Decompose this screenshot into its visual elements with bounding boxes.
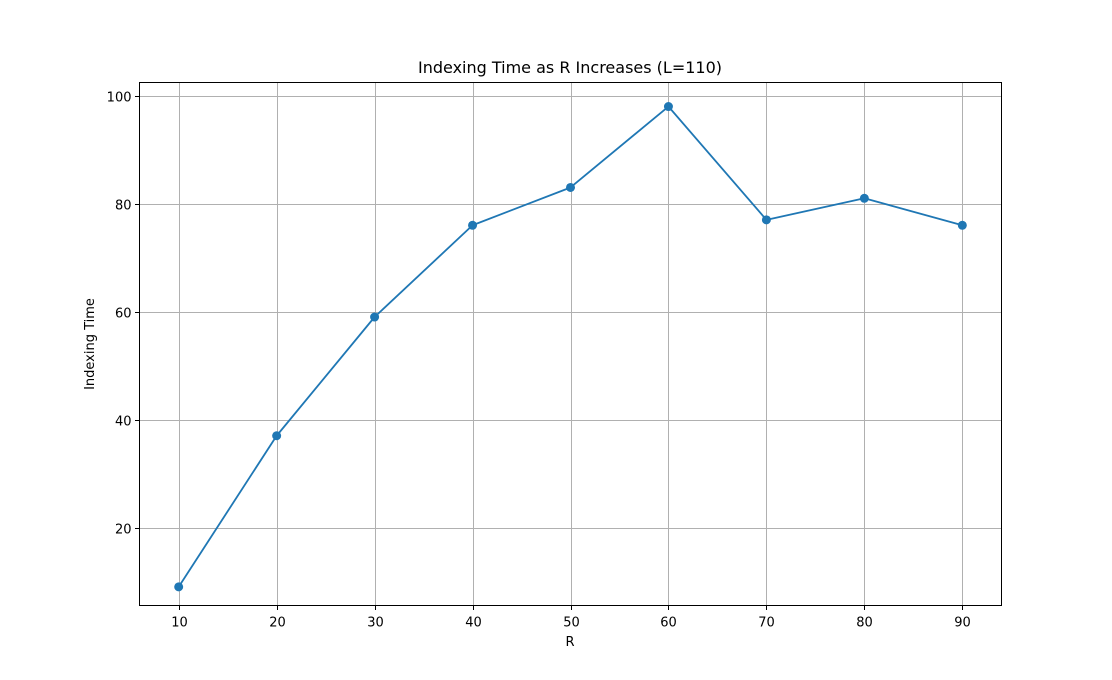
data-point — [957, 220, 967, 230]
y-tick-label: 40 — [115, 415, 132, 430]
data-point — [370, 312, 380, 322]
grid — [139, 82, 1002, 606]
x-tick-label: 80 — [856, 616, 873, 631]
data-point — [859, 193, 869, 203]
data-point — [761, 215, 771, 225]
x-tick-label: 20 — [269, 616, 286, 631]
x-tick-label: 40 — [465, 616, 482, 631]
y-tick-label: 60 — [115, 307, 132, 322]
x-tick-label: 90 — [954, 616, 971, 631]
data-point — [272, 431, 282, 441]
y-tick-label: 80 — [115, 199, 132, 214]
x-tick-label: 50 — [563, 616, 580, 631]
series-line — [177, 105, 963, 588]
x-axis-label: R — [565, 635, 574, 650]
x-tick-label: 70 — [758, 616, 775, 631]
x-tick-label: 10 — [171, 616, 188, 631]
plot-frame — [139, 82, 1002, 606]
y-tick-label: 100 — [107, 91, 132, 106]
axis-ticks: 10 20 30 40 50 60 70 80 90 20 40 60 80 100 — [107, 91, 971, 631]
y-tick-label: 20 — [115, 523, 132, 538]
x-tick-label: 60 — [660, 616, 677, 631]
y-axis-label: Indexing Time — [83, 298, 98, 390]
series-layer — [174, 102, 967, 592]
x-tick-label: 30 — [367, 616, 384, 631]
data-point — [663, 102, 673, 112]
data-point — [174, 582, 184, 592]
data-point — [566, 182, 575, 192]
chart-title: Indexing Time as R Increases (L=110) — [418, 58, 722, 77]
data-point — [468, 220, 478, 230]
